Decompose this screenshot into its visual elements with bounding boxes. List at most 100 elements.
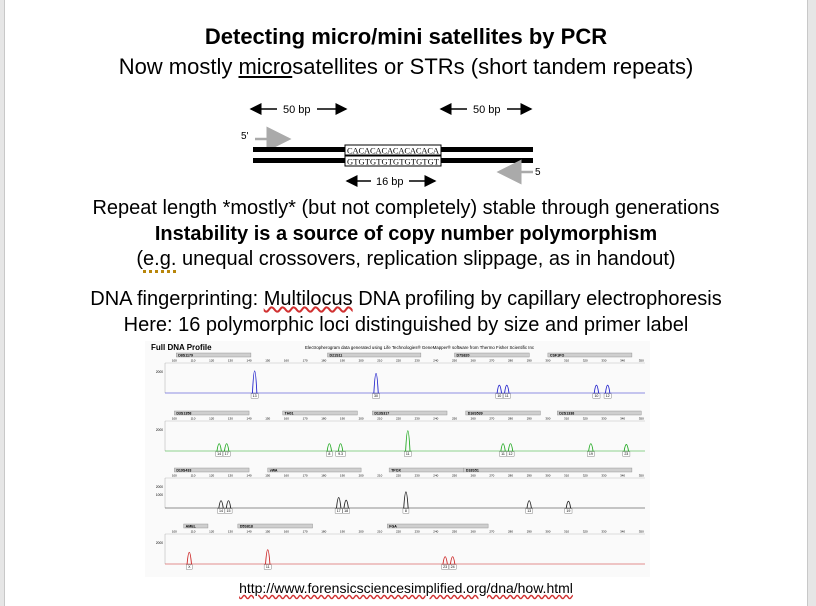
allele-label: 12 [509, 452, 513, 456]
size-tick-label: 190 [340, 359, 345, 363]
allele-label: 10 [497, 394, 501, 398]
allele-label: 17 [225, 452, 229, 456]
allele-label: 14 [219, 509, 223, 513]
allele-label: 23 [624, 452, 628, 456]
allele-label: X [188, 565, 191, 569]
locus-label: D2S1338 [559, 411, 574, 415]
peak [403, 491, 409, 509]
dna-top-strand-left [253, 147, 345, 152]
allele-box [342, 508, 350, 514]
locus-bar [454, 352, 530, 358]
peak [218, 500, 224, 509]
size-tick-label: 350 [639, 417, 644, 421]
peak [449, 556, 456, 565]
size-tick-label: 130 [228, 417, 233, 421]
allele-box [448, 564, 457, 570]
allele-label: 8 [405, 509, 407, 513]
point-examples: (e.g. unequal crossovers, replication sl… [5, 248, 807, 273]
source-link[interactable]: http://www.forensicsciencesimplified.org… [239, 580, 573, 596]
size-tick-label: 150 [265, 417, 270, 421]
allele-label: 11 [406, 452, 410, 456]
allele-label: 8 [328, 452, 330, 456]
size-tick-label: 150 [265, 359, 270, 363]
locus-bar [372, 410, 448, 416]
repeat-box-top [344, 144, 442, 156]
allele-box [622, 451, 631, 457]
size-tick-label: 330 [601, 474, 606, 478]
size-tick-label: 200 [359, 359, 364, 363]
flank-left-label: 50 bp [283, 104, 311, 116]
size-tick-label: 220 [396, 474, 401, 478]
locus-label: TPOX [391, 468, 401, 472]
size-tick-label: 280 [508, 530, 513, 534]
slide-subtitle: Now mostly microsatellites or STRs (shor… [118, 54, 694, 79]
peak [593, 384, 600, 394]
size-tick-label: 190 [340, 474, 345, 478]
size-tick-label: 180 [321, 417, 326, 421]
locus-label: D19S433 [176, 468, 191, 472]
size-tick-label: 140 [247, 530, 252, 534]
size-tick-label: 100 [172, 359, 177, 363]
y-axis-label: 2000 [156, 428, 163, 432]
size-tick-label: 100 [172, 417, 177, 421]
size-tick-label: 210 [377, 359, 382, 363]
size-tick-label: 290 [527, 359, 532, 363]
allele-box [564, 508, 573, 514]
locus-label: CSF1PO [550, 353, 565, 357]
size-tick-label: 280 [508, 417, 513, 421]
locus-label: D16S539 [468, 411, 483, 415]
allele-label: 17 [337, 509, 341, 513]
allele-box [334, 508, 343, 514]
size-tick-label: 290 [527, 530, 532, 534]
size-tick-label: 180 [321, 530, 326, 534]
size-tick-label: 110 [191, 417, 196, 421]
peak [223, 443, 230, 452]
multilocus-word: Multilocus [263, 288, 353, 310]
size-tick-label: 120 [209, 530, 214, 534]
size-tick-label: 290 [527, 474, 532, 478]
size-tick-label: 300 [545, 359, 550, 363]
allele-label: 13 [527, 509, 531, 513]
peak [186, 551, 192, 565]
size-tick-label: 150 [265, 530, 270, 534]
locus-bar [463, 467, 633, 473]
peak [265, 549, 271, 565]
allele-label: 15 [227, 509, 231, 513]
size-tick-label: 110 [191, 530, 196, 534]
locus-label: TH01 [285, 411, 294, 415]
allele-box [222, 451, 231, 457]
peak [252, 370, 258, 394]
peak [588, 443, 594, 452]
size-tick-label: 270 [489, 530, 494, 534]
size-tick-label: 320 [583, 530, 588, 534]
allele-label: 19 [589, 452, 593, 456]
size-tick-label: 150 [265, 474, 270, 478]
locus-bar [174, 467, 250, 473]
size-tick-label: 310 [564, 359, 569, 363]
size-tick-label: 340 [620, 530, 625, 534]
allele-box [587, 451, 595, 457]
allele-label: 18 [344, 509, 348, 513]
size-tick-label: 230 [415, 359, 420, 363]
size-tick-label: 240 [433, 417, 438, 421]
size-tick-label: 190 [340, 417, 345, 421]
size-tick-label: 140 [247, 474, 252, 478]
size-tick-label: 250 [452, 359, 457, 363]
electropherogram: Full DNA Profile Electropherogram data g… [145, 341, 650, 577]
peak [405, 430, 411, 452]
peak [216, 443, 222, 452]
repeat-seq-bottom: GTGTGTGTGTGTGTGT [347, 157, 440, 167]
locus-bar [282, 410, 358, 416]
allele-label: 14 [217, 452, 221, 456]
locus-bar [557, 410, 642, 416]
y-axis-label: 2000 [156, 370, 163, 374]
size-tick-label: 220 [396, 359, 401, 363]
size-tick-label: 320 [583, 417, 588, 421]
allele-label: 10 [594, 394, 598, 398]
size-tick-label: 300 [545, 530, 550, 534]
size-tick-label: 350 [639, 530, 644, 534]
size-tick-label: 170 [303, 417, 308, 421]
size-tick-label: 200 [359, 417, 364, 421]
size-tick-label: 330 [601, 417, 606, 421]
locus-bar [547, 352, 633, 358]
